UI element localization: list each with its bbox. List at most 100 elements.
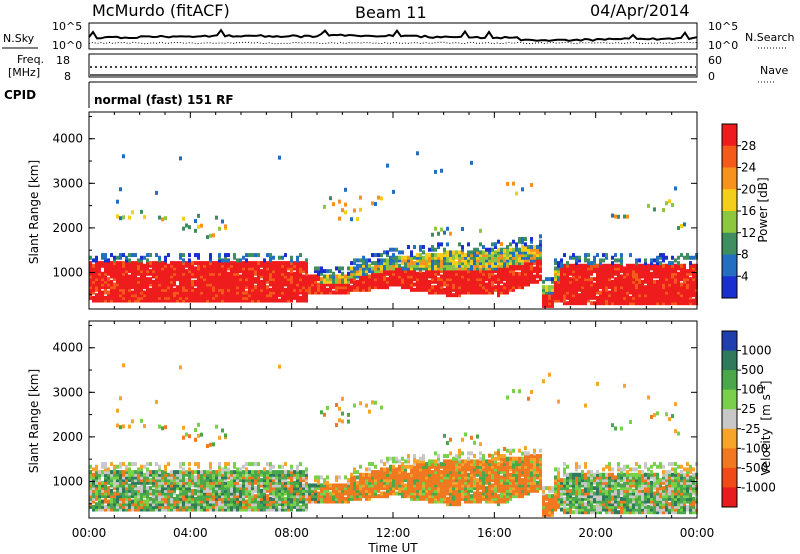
data-cell (227, 263, 230, 268)
data-cell (362, 475, 365, 480)
data-cell (203, 480, 206, 485)
data-cell (266, 298, 269, 303)
data-cell (146, 282, 149, 287)
data-cell (452, 269, 455, 274)
data-cell (374, 464, 377, 469)
data-cell (578, 277, 581, 282)
data-cell (530, 266, 533, 271)
data-cell (539, 274, 542, 279)
data-cell (224, 266, 227, 271)
data-cell (110, 290, 113, 295)
data-cell (599, 261, 602, 266)
data-cell (107, 472, 110, 477)
data-cell (134, 488, 137, 493)
data-cell (368, 480, 371, 485)
data-cell (689, 263, 692, 268)
data-cell (173, 266, 176, 271)
data-cell (419, 269, 422, 274)
data-cell (326, 491, 329, 496)
data-cell (194, 274, 197, 279)
data-cell (587, 271, 590, 276)
data-cell (104, 279, 107, 284)
data-cell (335, 494, 338, 499)
data-cell (137, 285, 140, 290)
data-cell (179, 491, 182, 496)
data-cell (623, 295, 626, 300)
data-cell (257, 261, 260, 266)
data-cell (620, 295, 623, 300)
data-cell (353, 494, 356, 499)
data-cell (458, 271, 461, 276)
data-cell (239, 269, 242, 274)
data-cell (236, 502, 239, 507)
data-cell (287, 290, 290, 295)
data-cell (656, 258, 659, 263)
data-cell (527, 258, 530, 263)
data-cell (209, 263, 212, 268)
data-cell (536, 245, 539, 250)
data-cell (245, 480, 248, 485)
data-cell (419, 456, 422, 461)
data-cell (146, 253, 149, 258)
data-cell (173, 486, 176, 491)
data-cell (89, 486, 92, 491)
data-cell (299, 274, 302, 279)
data-cell (587, 253, 590, 258)
data-cell (188, 266, 191, 271)
data-cell (272, 271, 275, 276)
data-cell (560, 258, 563, 263)
data-cell (275, 486, 278, 491)
data-cell (104, 266, 107, 271)
data-cell (464, 263, 467, 268)
data-cell (233, 298, 236, 303)
data-cell (422, 467, 425, 472)
data-cell (140, 261, 143, 266)
data-cell (686, 285, 689, 290)
data-cell (101, 483, 104, 488)
data-cell (155, 483, 158, 488)
data-cell (224, 255, 227, 260)
data-cell (419, 266, 422, 271)
data-cell (512, 287, 515, 292)
data-cell (119, 478, 122, 483)
data-cell (401, 483, 404, 488)
data-cell (182, 483, 185, 488)
data-cell (152, 293, 155, 298)
data-cell (431, 253, 434, 258)
data-cell (587, 277, 590, 282)
data-cell (89, 274, 92, 279)
data-cell (323, 496, 326, 501)
data-cell (425, 277, 428, 282)
data-cell (581, 271, 584, 276)
data-cell (200, 504, 203, 509)
data-cell (365, 261, 368, 266)
data-cell (428, 499, 431, 504)
data-cell (248, 266, 251, 271)
data-cell (230, 298, 233, 303)
data-cell (458, 293, 461, 298)
data-cell (554, 282, 557, 287)
data-cell (179, 499, 182, 504)
freq-left-label: Freq. (17, 53, 44, 66)
data-cell (218, 507, 221, 512)
data-cell (554, 295, 557, 300)
data-cell (140, 486, 143, 491)
data-cell (578, 279, 581, 284)
data-cell (335, 282, 338, 287)
data-cell (293, 274, 296, 279)
data-cell (422, 274, 425, 279)
data-cell (335, 423, 338, 428)
data-cell (581, 277, 584, 282)
data-cell (146, 279, 149, 284)
data-cell (152, 290, 155, 295)
data-cell (209, 462, 212, 467)
data-cell (377, 480, 380, 485)
data-cell (668, 266, 671, 271)
data-cell (170, 472, 173, 477)
data-cell (182, 277, 185, 282)
data-cell (644, 277, 647, 282)
data-cell (215, 287, 218, 292)
data-cell (158, 287, 161, 292)
data-cell (185, 483, 188, 488)
data-cell (410, 282, 413, 287)
